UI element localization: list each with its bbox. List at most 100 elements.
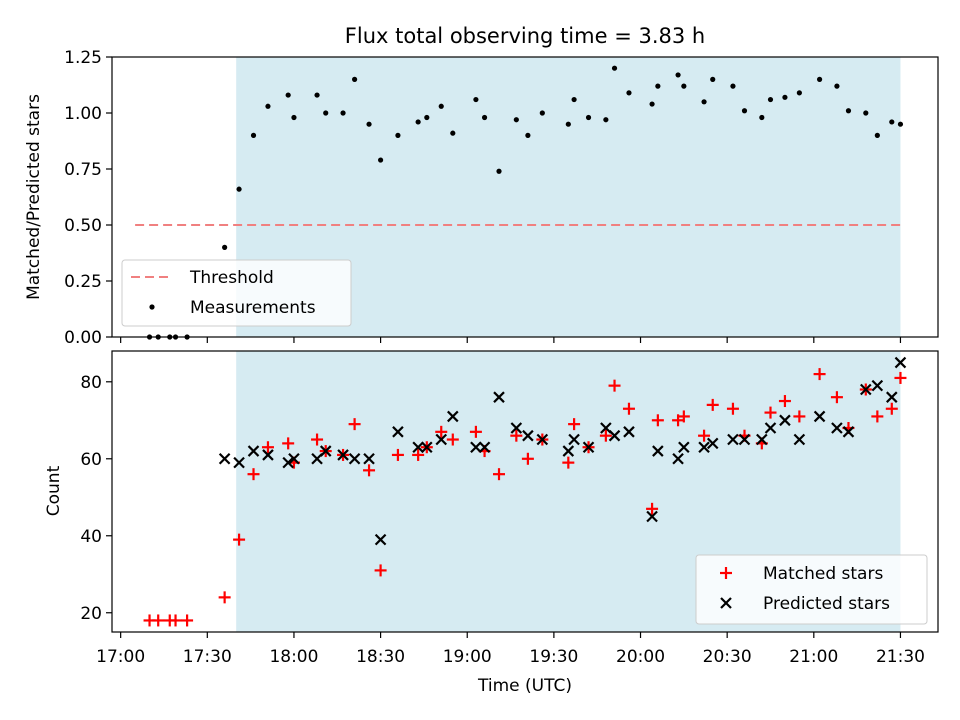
- predicted-star-point: [698, 441, 710, 454]
- bottom-y-tick-label: 60: [80, 450, 102, 470]
- matched-star-point: [510, 429, 523, 442]
- bottom-legend-box: [695, 554, 928, 625]
- matched-star-point: [813, 368, 826, 381]
- predicted-star-stroke: [764, 422, 777, 434]
- measurement-point: [816, 76, 823, 82]
- top-y-axis-label: Matched/Predicted stars: [24, 94, 44, 300]
- predicted-star-stroke: [282, 456, 294, 469]
- matched-star-point: [706, 398, 719, 411]
- predicted-star-point: [706, 437, 719, 450]
- top-panel: 0.00 0.25 0.50 0.75 1.00 1.25 Matched/Predict…: [24, 48, 939, 348]
- predicted-star-point: [363, 453, 375, 465]
- predicted-star-stroke: [842, 426, 855, 438]
- matched-star-point: [646, 502, 659, 515]
- measurement-point: [415, 119, 421, 125]
- measurement-point: [741, 108, 748, 114]
- matched-star-point: [446, 433, 459, 446]
- measurement-point: [236, 186, 242, 192]
- legend-measurements-marker: [149, 304, 155, 310]
- measurement-point: [655, 83, 661, 89]
- x-tick-label: 17:00: [96, 647, 145, 667]
- predicted-star-stroke: [319, 445, 332, 457]
- predicted-star-stroke: [522, 429, 534, 442]
- measurement-point: [585, 114, 592, 121]
- measurement-point: [710, 76, 716, 82]
- predicted-star-stroke: [756, 433, 768, 446]
- predicted-star-stroke: [447, 410, 459, 423]
- predicted-star-stroke: [698, 441, 710, 454]
- bottom-y-tick-label: 40: [80, 527, 102, 547]
- measurement-point: [889, 119, 895, 125]
- matched-star-point: [608, 379, 621, 392]
- x-tick-label: 20:30: [703, 647, 752, 667]
- predicted-star-point: [374, 533, 387, 546]
- measurement-point: [525, 132, 531, 138]
- top-y-axis: 0.00 0.25 0.50 0.75 1.00 1.25: [64, 48, 112, 348]
- matched-star-point: [599, 429, 612, 442]
- predicted-star-point: [562, 445, 575, 457]
- measurement-point: [352, 76, 358, 82]
- legend-threshold-label: Threshold: [189, 268, 274, 288]
- bottom-y-tick-label: 20: [80, 604, 102, 624]
- predicted-star-point: [623, 426, 635, 438]
- matched-star-point: [885, 402, 898, 415]
- predicted-star-point: [536, 433, 549, 446]
- predicted-star-point: [894, 356, 907, 369]
- predicted-star-stroke: [262, 449, 274, 461]
- predicted-star-point: [421, 441, 433, 454]
- matched-star-point: [181, 614, 194, 627]
- x-tick-label: 19:30: [529, 647, 578, 667]
- measurement-point: [450, 130, 456, 136]
- matched-star-point: [233, 533, 246, 546]
- predicted-star-point: [348, 453, 361, 465]
- predicted-star-stroke: [871, 379, 884, 392]
- matched-star-point: [435, 425, 448, 438]
- predicted-star-point: [319, 445, 332, 457]
- predicted-star-stroke: [672, 453, 684, 465]
- measurement-point: [377, 157, 384, 163]
- x-tick-label: 20:00: [616, 647, 665, 667]
- predicted-star-stroke: [582, 441, 595, 454]
- predicted-star-point: [831, 422, 843, 434]
- x-axis-label: Time (UTC): [477, 676, 572, 696]
- measurement-point: [250, 132, 257, 138]
- predicted-star-stroke: [412, 441, 424, 454]
- predicted-star-point: [412, 441, 424, 454]
- predicted-star-point: [282, 456, 294, 469]
- top-y-tick-label: 0.25: [64, 272, 102, 292]
- top-legend: Threshold Measurements: [121, 259, 352, 327]
- measurement-point: [395, 132, 401, 138]
- predicted-star-stroke: [493, 391, 505, 403]
- measurement-point: [285, 92, 291, 98]
- measurement-point: [473, 96, 479, 103]
- predicted-star-stroke: [337, 449, 349, 461]
- matched-star-point: [778, 395, 791, 408]
- top-y-tick-label: 0.75: [64, 160, 102, 180]
- predicted-star-point: [522, 429, 534, 442]
- predicted-star-point: [678, 441, 690, 454]
- predicted-star-point: [608, 429, 621, 442]
- matched-star-point: [726, 402, 739, 415]
- predicted-star-point: [652, 445, 664, 457]
- top-y-tick-label: 0.00: [64, 328, 102, 348]
- measurement-point: [796, 90, 802, 96]
- measurement-point: [649, 101, 655, 107]
- legend-predicted-marker: [720, 597, 732, 609]
- matched-star-point: [169, 614, 182, 627]
- x-tick-label: 19:00: [443, 647, 492, 667]
- predicted-star-point: [337, 449, 349, 461]
- predicted-star-point: [860, 383, 872, 396]
- measurement-point: [265, 103, 271, 109]
- predicted-star-point: [779, 414, 791, 427]
- chart-title: Flux total observing time = 3.83 h: [345, 24, 705, 48]
- measurement-point: [539, 110, 545, 116]
- predicted-star-point: [510, 422, 523, 434]
- predicted-star-stroke: [652, 445, 664, 457]
- predicted-star-point: [727, 433, 739, 446]
- measurement-point: [438, 103, 444, 109]
- measurement-point: [366, 121, 372, 127]
- predicted-star-stroke: [646, 510, 658, 523]
- matched-star-point: [247, 468, 260, 481]
- matched-star-point: [218, 591, 231, 604]
